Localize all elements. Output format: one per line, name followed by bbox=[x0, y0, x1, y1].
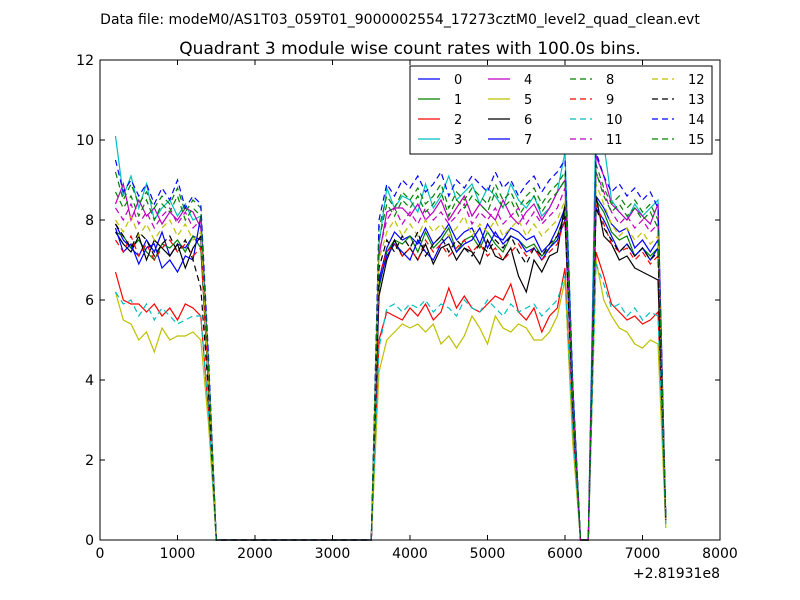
series-line-3 bbox=[114, 107, 667, 541]
series-line-11 bbox=[114, 171, 667, 541]
legend-label-11: 11 bbox=[606, 133, 623, 148]
legend-label-6: 6 bbox=[524, 113, 532, 128]
x-tick-label: 2000 bbox=[237, 546, 273, 562]
series-line-8 bbox=[114, 163, 667, 541]
legend-label-7: 7 bbox=[524, 133, 532, 148]
legend-label-12: 12 bbox=[688, 73, 705, 88]
legend-label-14: 14 bbox=[688, 113, 705, 128]
series-line-12 bbox=[114, 183, 667, 541]
series-line-2 bbox=[114, 251, 667, 541]
legend-label-0: 0 bbox=[454, 73, 462, 88]
chart-suptitle: Data file: modeM0/AS1T03_059T01_90000025… bbox=[100, 12, 700, 28]
y-tick-label: 4 bbox=[85, 373, 94, 389]
series-line-7 bbox=[114, 206, 667, 541]
x-tick-label: 1000 bbox=[160, 546, 196, 562]
y-tick-label: 12 bbox=[76, 53, 94, 69]
legend-box bbox=[409, 65, 713, 155]
x-offset-label: +2.81931e8 bbox=[633, 566, 720, 582]
series-layer bbox=[114, 107, 667, 541]
series-line-13 bbox=[114, 207, 667, 541]
x-tick-label: 6000 bbox=[547, 546, 583, 562]
series-line-10 bbox=[114, 263, 667, 541]
y-tick-label: 6 bbox=[85, 293, 94, 309]
chart-title: Quadrant 3 module wise count rates with … bbox=[179, 39, 640, 59]
x-tick-label: 3000 bbox=[315, 546, 351, 562]
x-tick-label: 8000 bbox=[702, 546, 738, 562]
legend-label-4: 4 bbox=[524, 73, 532, 88]
series-line-15 bbox=[114, 171, 667, 541]
x-tick-label: 0 bbox=[96, 546, 105, 562]
x-tick-label: 7000 bbox=[625, 546, 661, 562]
legend-label-9: 9 bbox=[606, 93, 614, 108]
series-line-9 bbox=[114, 203, 667, 541]
legend-label-13: 13 bbox=[688, 93, 705, 108]
plot-area: 0 1000 2000 3000 4000 5000 6000 7000 80000246810… bbox=[76, 53, 738, 562]
legend-label-1: 1 bbox=[454, 93, 462, 108]
x-tick-label: 5000 bbox=[470, 546, 506, 562]
legend-label-5: 5 bbox=[524, 93, 532, 108]
y-tick-label: 2 bbox=[85, 453, 94, 469]
y-tick-label: 8 bbox=[85, 213, 94, 229]
legend-label-15: 15 bbox=[688, 133, 705, 148]
y-tick-label: 10 bbox=[76, 133, 94, 149]
legend-label-3: 3 bbox=[454, 133, 462, 148]
legend-label-8: 8 bbox=[606, 73, 614, 88]
y-tick-label: 0 bbox=[85, 533, 94, 549]
x-tick-label: 4000 bbox=[392, 546, 428, 562]
legend-label-2: 2 bbox=[454, 113, 462, 128]
legend-label-10: 10 bbox=[606, 113, 623, 128]
series-line-5 bbox=[114, 259, 667, 541]
series-line-14 bbox=[114, 151, 667, 541]
tick-layer: 0 1000 2000 3000 4000 5000 6000 7000 80000246810… bbox=[76, 53, 738, 562]
